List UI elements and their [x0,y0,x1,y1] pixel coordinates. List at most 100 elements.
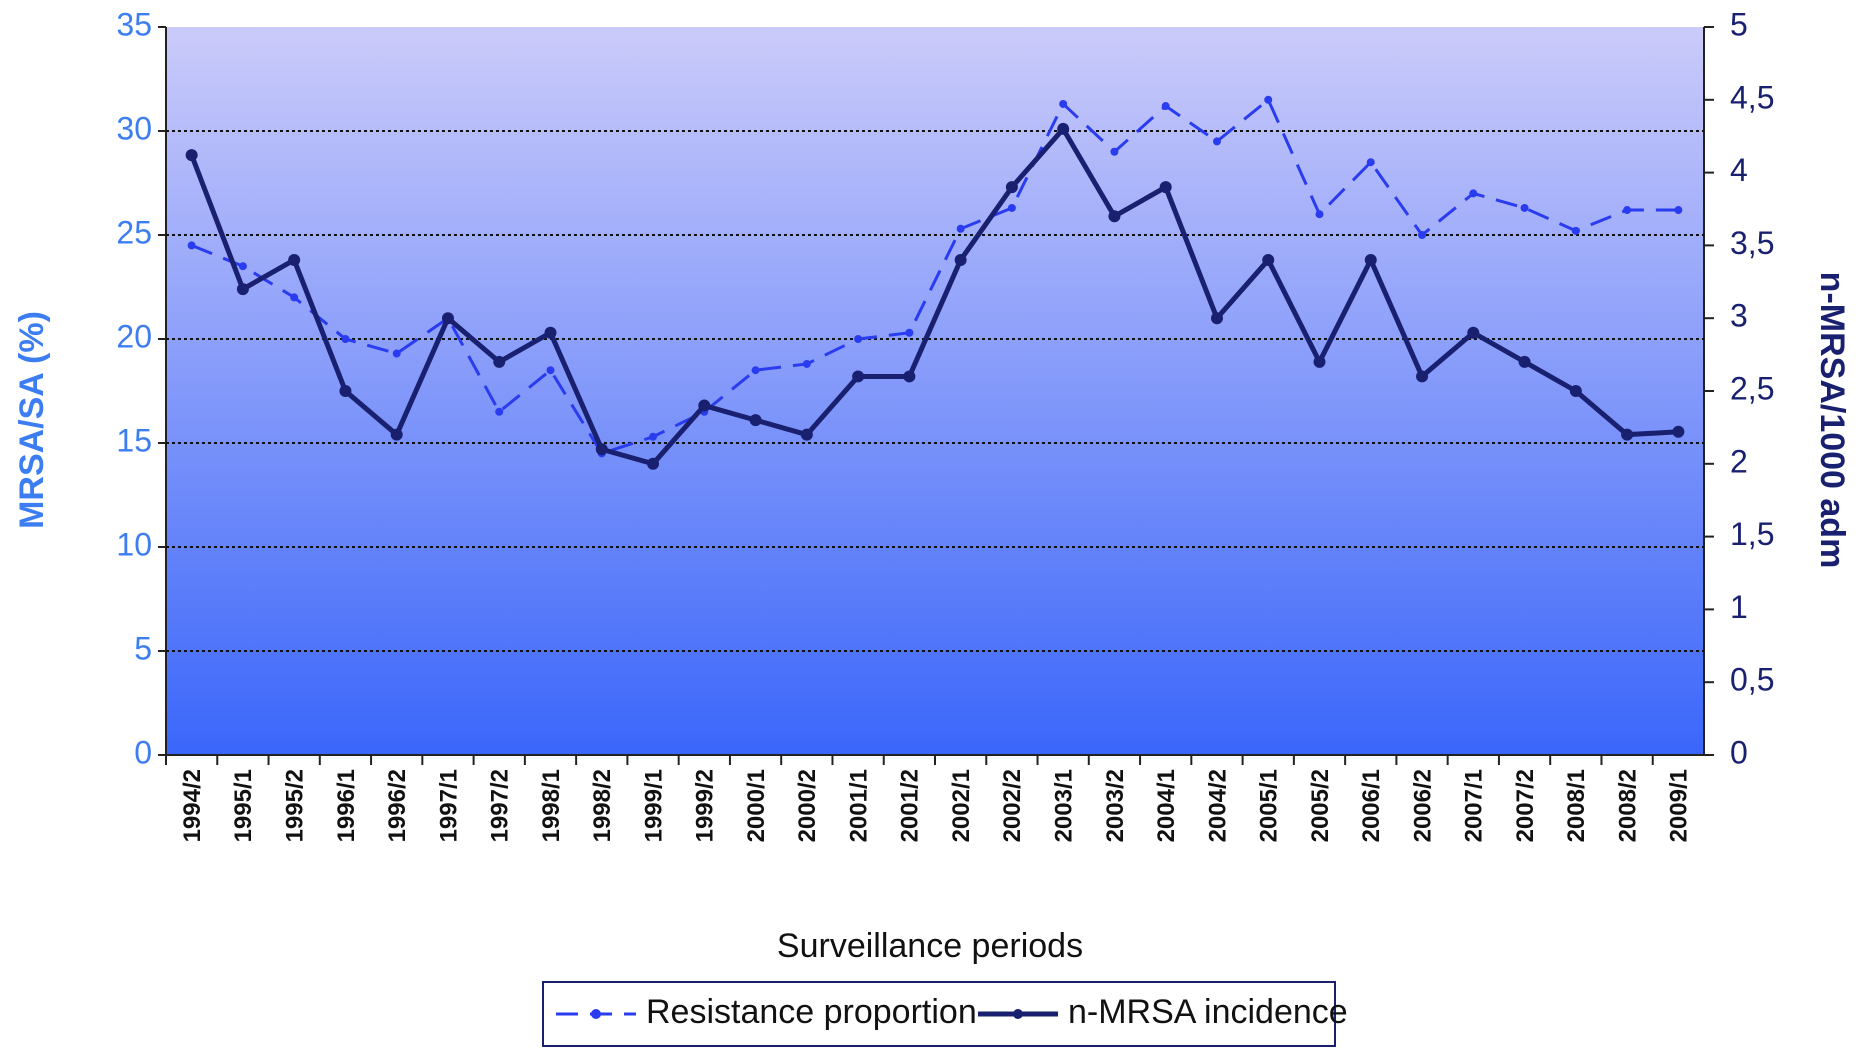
legend-label: Resistance proportion [646,993,977,1031]
series-marker [1005,181,1018,194]
y2-tick-label: 0,5 [1730,662,1774,698]
series-marker [1264,95,1273,104]
series-marker [1007,203,1016,212]
series-marker [1672,425,1685,438]
series-marker [1057,122,1070,135]
series-marker [905,328,914,337]
y2-tick-label: 4,5 [1730,79,1774,115]
series-marker [1674,206,1683,215]
y2-tick-label: 5 [1730,6,1748,42]
y-axis-label: MRSA/SA (%) [13,311,51,529]
series-marker [441,312,454,325]
series-marker [187,241,196,250]
x-tick-label: 2008/1 [1563,769,1590,842]
x-tick-label: 2005/2 [1307,769,1334,842]
x-tick-label: 2000/2 [794,769,821,842]
series-marker [903,370,916,383]
x-tick-label: 1998/2 [589,769,616,842]
series-marker [1469,189,1478,198]
series-marker [649,432,658,441]
y-tick-label: 10 [116,526,152,562]
series-marker [185,149,198,162]
x-tick-label: 1996/2 [384,769,411,842]
series-line [191,97,1679,456]
series-marker [1623,206,1632,215]
series-marker [852,370,865,383]
series-marker [1418,231,1427,239]
x-tick-label: 2006/1 [1358,769,1385,842]
x-tick-label: 1995/1 [230,769,257,842]
legend [542,981,1336,1047]
series-marker [1416,370,1429,383]
series-marker [1518,355,1531,368]
y-tick-label: 35 [116,6,152,42]
y2-tick-label: 3,5 [1730,225,1774,261]
x-tick-label: 2007/2 [1512,769,1539,842]
series-marker [1467,326,1480,339]
series-marker [1108,210,1121,223]
plot-area [166,27,1704,755]
x-tick-label: 2004/2 [1204,769,1231,842]
y2-tick-label: 2,5 [1730,370,1774,406]
x-tick-label: 1998/1 [538,769,565,842]
series-marker [1313,355,1326,368]
x-tick-label: 2001/1 [845,769,872,842]
y-tick-label: 20 [116,318,152,354]
x-tick-label: 2002/1 [948,769,975,842]
x-axis-label: Surveillance periods [777,927,1083,965]
y2-tick-label: 1 [1730,589,1748,625]
series-marker [800,428,813,441]
x-tick-label: 2008/2 [1614,769,1641,842]
y2-tick-label: 3 [1730,298,1748,334]
x-tick-label: 2001/2 [897,769,924,842]
y2-tick-label: 1,5 [1730,516,1774,552]
x-tick-label: 2002/2 [999,769,1026,842]
y2-tick-label: 0 [1730,734,1748,770]
series-marker [1059,99,1068,108]
x-tick-label: 2006/2 [1409,769,1436,842]
x-tick-label: 1996/1 [333,769,360,842]
series-marker [288,253,301,266]
x-tick-label: 2004/1 [1153,769,1180,842]
legend-label: n-MRSA incidence [1068,993,1348,1031]
y-tick-label: 25 [116,214,152,250]
series-marker [290,293,299,302]
series-marker [1110,147,1119,156]
series-marker [1520,203,1529,212]
y-tick-label: 5 [134,630,152,666]
series-marker [392,349,401,358]
series-marker [1621,428,1634,441]
x-tick-label: 2003/1 [1051,769,1078,842]
series-marker [954,253,967,266]
series-marker [390,428,403,441]
series-marker [493,355,506,368]
series-line [189,124,1679,467]
y2-tick-label: 4 [1730,152,1748,188]
series-marker [595,443,608,456]
series-marker [238,262,247,271]
series-marker [854,335,863,343]
series-marker [1571,226,1580,235]
series-marker [495,407,504,416]
x-tick-label: 1997/1 [435,769,462,842]
series-marker [339,385,352,397]
y2-axis-label: n-MRSA/1000 adm [1813,272,1851,569]
series-marker [751,366,760,375]
series-marker [1364,253,1377,266]
x-tick-label: 1999/1 [640,769,667,842]
x-tick-label: 2000/1 [743,769,770,842]
series-marker [1262,253,1275,266]
x-tick-label: 2007/1 [1461,769,1488,842]
legend-marker [591,1009,601,1019]
series-marker [698,399,711,412]
series-marker [647,457,660,470]
x-tick-label: 2009/1 [1666,769,1693,842]
x-tick-label: 1995/2 [282,769,309,842]
series-marker [341,335,350,343]
legend-marker [1013,1009,1023,1019]
series-marker [1161,102,1170,111]
series-marker [546,366,555,375]
series-marker [802,359,811,368]
x-tick-label: 1994/2 [179,769,206,842]
series-marker [1366,158,1375,167]
